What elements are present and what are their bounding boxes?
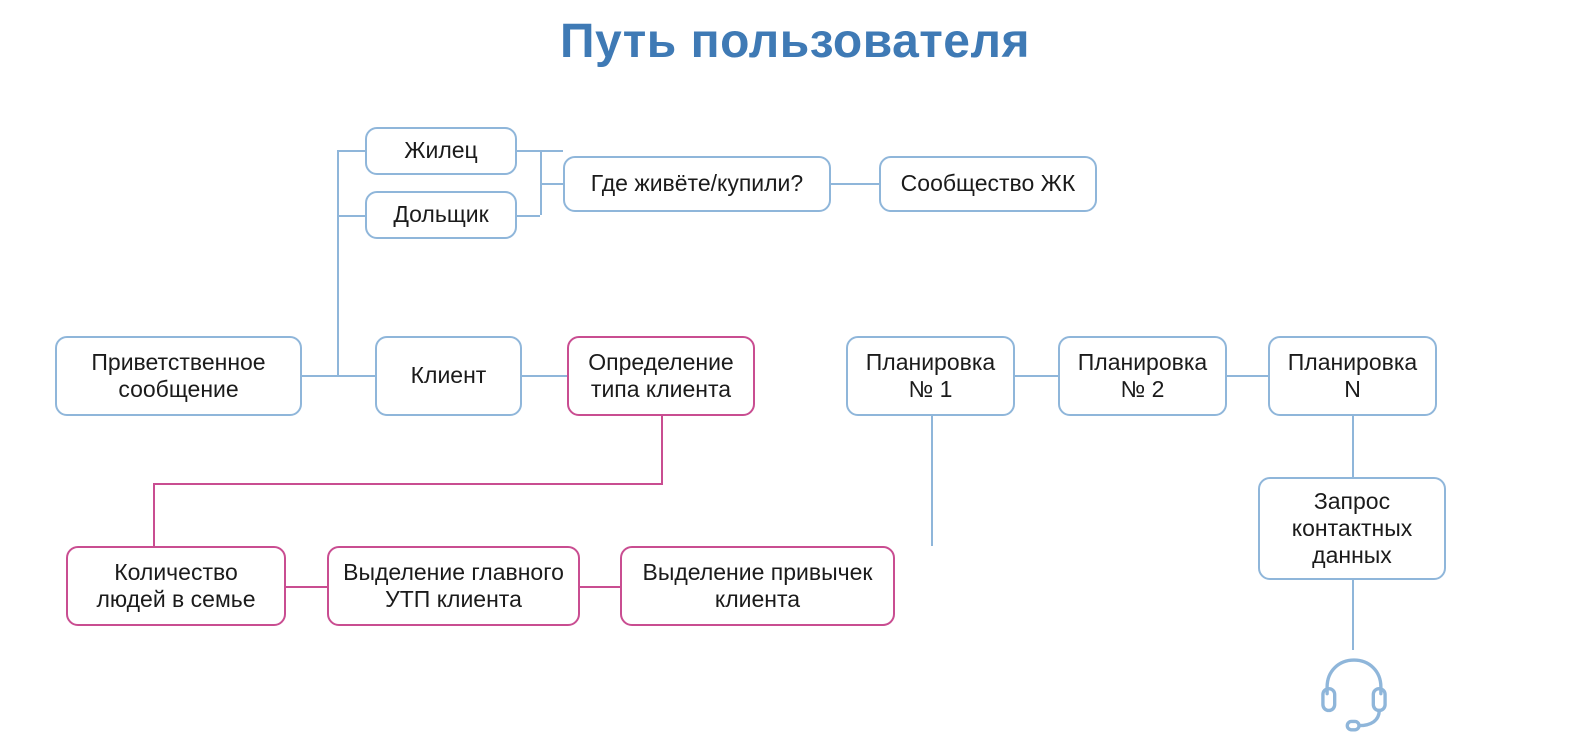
node-where: Где живёте/купили? [563, 156, 831, 212]
edge [540, 183, 563, 185]
node-label: Планировка N [1288, 349, 1417, 403]
node-contacts: Запрос контактных данных [1258, 477, 1446, 580]
edge [153, 483, 155, 546]
node-client: Клиент [375, 336, 522, 416]
node-label: Приветственное сообщение [91, 349, 265, 403]
node-habits: Выделение привычек клиента [620, 546, 895, 626]
node-client_type: Определение типа клиента [567, 336, 755, 416]
node-label: Планировка № 1 [866, 349, 995, 403]
node-label: Запрос контактных данных [1292, 488, 1412, 569]
edge [153, 483, 661, 485]
node-label: Где живёте/купили? [591, 170, 803, 197]
edge [580, 586, 620, 588]
edge [286, 586, 327, 588]
node-label: Клиент [411, 362, 487, 389]
edge [1227, 375, 1268, 377]
headset-icon [1312, 650, 1396, 734]
edge [337, 150, 365, 152]
node-utp: Выделение главного УТП клиента [327, 546, 580, 626]
node-plan1: Планировка № 1 [846, 336, 1015, 416]
node-label: Определение типа клиента [588, 349, 733, 403]
edge [337, 215, 365, 217]
node-label: Дольщик [393, 201, 488, 228]
node-family: Количество людей в семье [66, 546, 286, 626]
edge [661, 416, 663, 485]
edge [540, 150, 542, 215]
flowchart-stage: Путь пользователя Приветственное сообщен… [0, 0, 1590, 756]
node-shareholder: Дольщик [365, 191, 517, 239]
node-label: Сообщество ЖК [901, 170, 1076, 197]
node-planN: Планировка N [1268, 336, 1437, 416]
node-plan2: Планировка № 2 [1058, 336, 1227, 416]
node-label: Количество людей в семье [96, 559, 255, 613]
edge [1352, 416, 1354, 477]
node-welcome: Приветственное сообщение [55, 336, 302, 416]
node-label: Выделение привычек клиента [643, 559, 873, 613]
edge [831, 183, 879, 185]
node-resident: Жилец [365, 127, 517, 175]
edge [1015, 375, 1058, 377]
node-label: Планировка № 2 [1078, 349, 1207, 403]
node-label: Жилец [404, 137, 477, 164]
edge [522, 375, 567, 377]
edge [337, 150, 339, 376]
edge [517, 215, 540, 217]
node-community: Сообщество ЖК [879, 156, 1097, 212]
node-label: Выделение главного УТП клиента [343, 559, 564, 613]
edge [1352, 580, 1354, 650]
edge [931, 416, 933, 546]
page-title: Путь пользователя [0, 14, 1590, 69]
